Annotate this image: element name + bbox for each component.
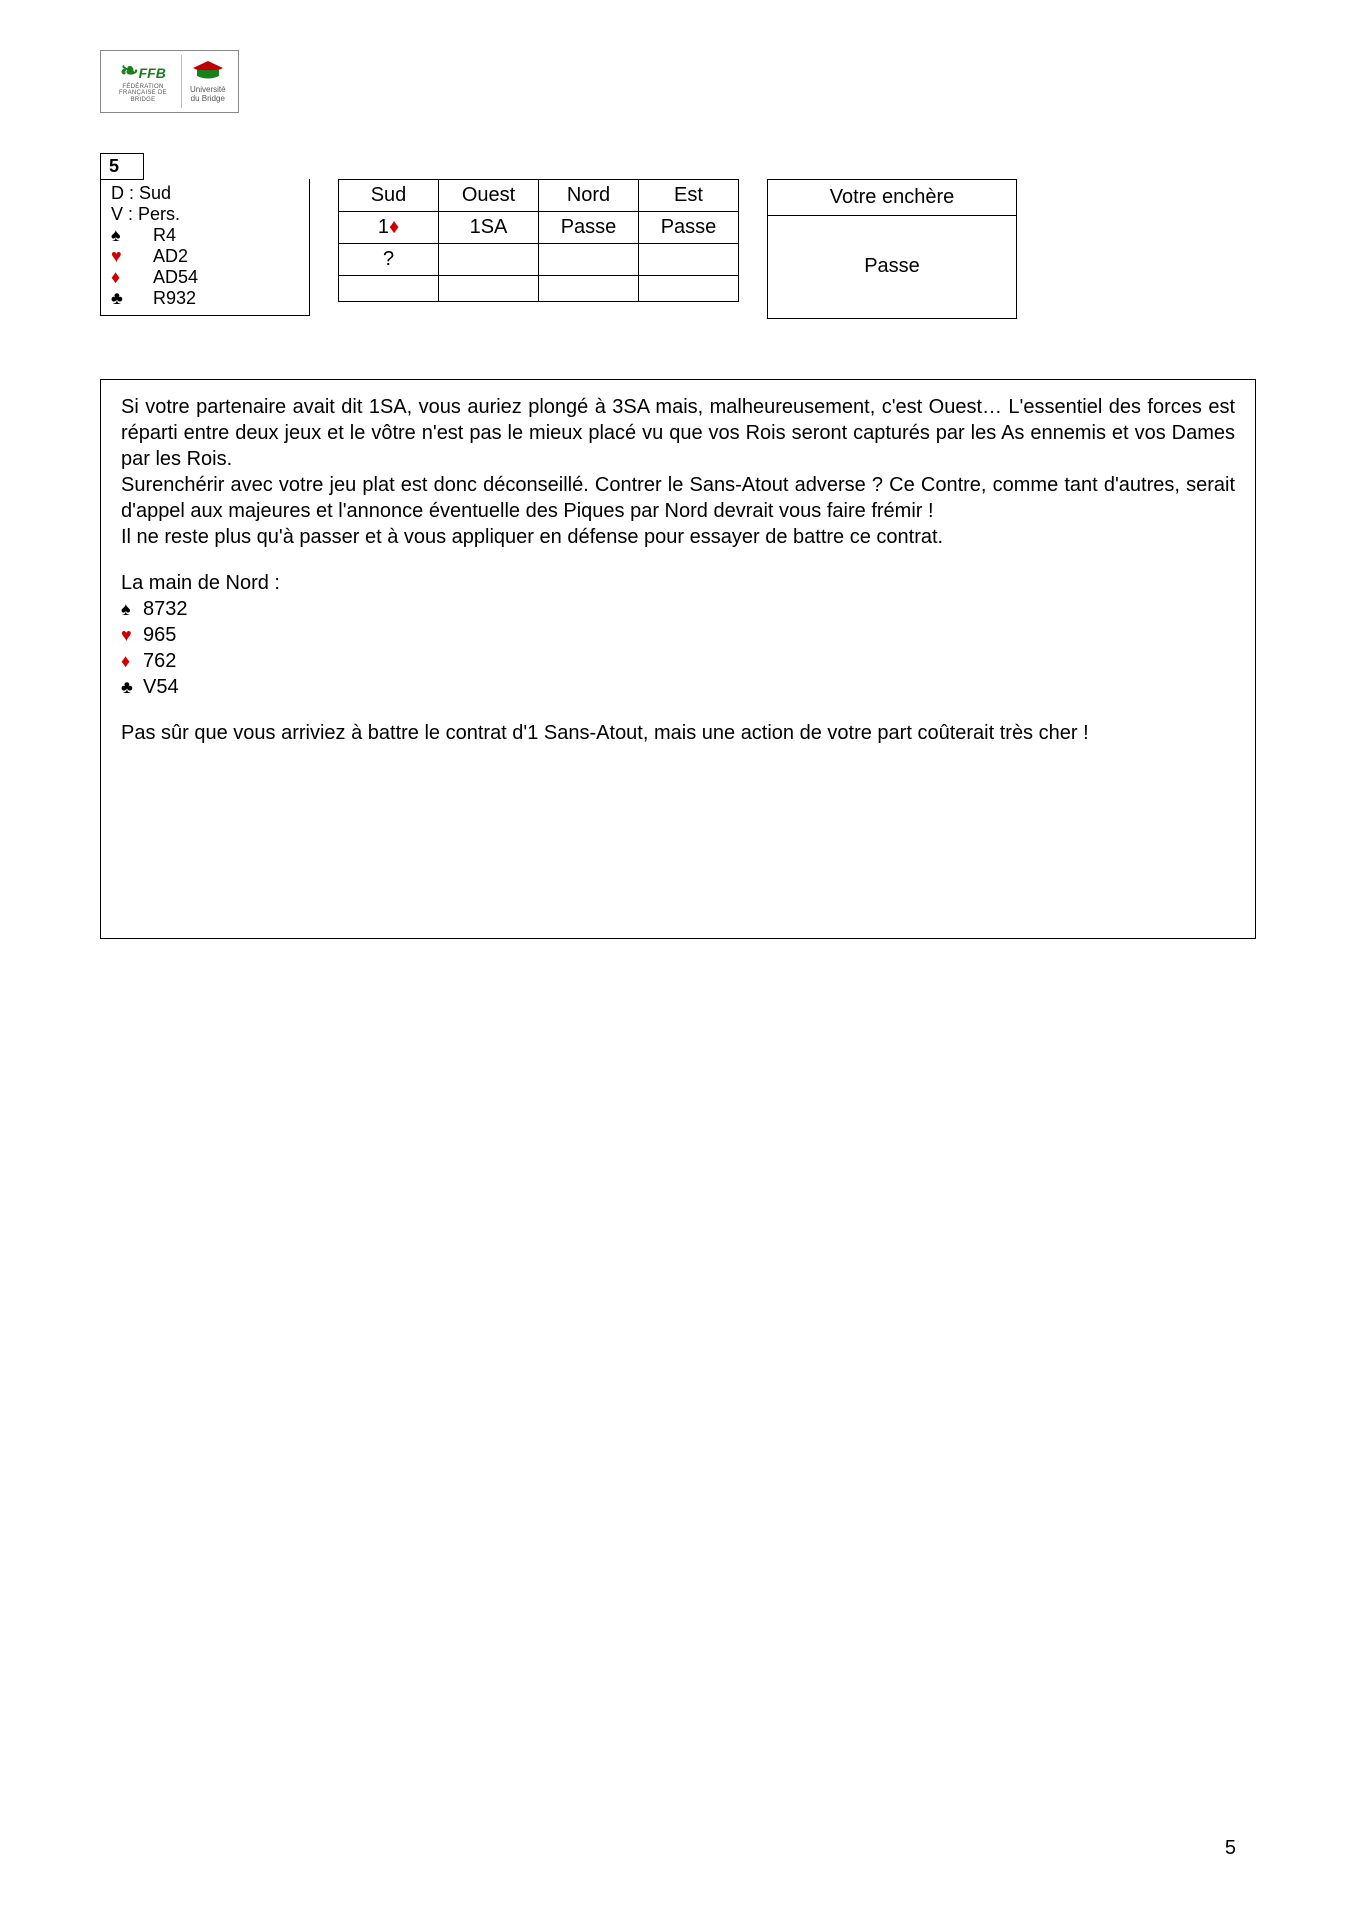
diamond-icon: ♦ (111, 267, 153, 288)
bid-text: 1 (378, 216, 389, 238)
hand-clubs: ♣ R932 (111, 288, 299, 309)
explain-p1: Si votre partenaire avait dit 1SA, vous … (121, 394, 1235, 472)
answer-value: Passe (768, 216, 1016, 318)
deal-number: 5 (100, 153, 144, 180)
hand-diamonds: ♦ AD54 (111, 267, 299, 288)
hand-hearts-cards: AD2 (153, 246, 188, 267)
hand-diamonds-cards: AD54 (153, 267, 198, 288)
bid-nord-1: Passe (539, 211, 639, 243)
nord-hearts-cards: 965 (143, 622, 176, 648)
spade-icon: ♠ (121, 598, 143, 621)
ffb-label: FÉDÉRATION FRANÇAISE DE BRIDGE (113, 84, 173, 104)
bid-est-2 (639, 243, 739, 275)
top-row: 5 D : Sud V : Pers. ♠ R4 ♥ AD2 ♦ AD54 ♣ … (100, 153, 1256, 319)
bid-ouest-1: 1SA (439, 211, 539, 243)
header-est: Est (639, 179, 739, 211)
diamond-icon: ♦ (121, 650, 143, 673)
logo-universite: Université du Bridge (181, 55, 234, 108)
nord-hand: ♠ 8732 ♥ 965 ♦ 762 ♣ V54 (121, 596, 1235, 700)
bidding-row: 1♦ 1SA Passe Passe (339, 211, 739, 243)
heart-icon: ♥ (111, 246, 153, 267)
answer-box: Votre enchère Passe (767, 179, 1017, 319)
deal-box: 5 D : Sud V : Pers. ♠ R4 ♥ AD2 ♦ AD54 ♣ … (100, 153, 310, 316)
explanation-box: Si votre partenaire avait dit 1SA, vous … (100, 379, 1256, 939)
hand-clubs-cards: R932 (153, 288, 196, 309)
nord-label: La main de Nord : (121, 570, 1235, 596)
nord-clubs: ♣ V54 (121, 674, 1235, 700)
deal-body: D : Sud V : Pers. ♠ R4 ♥ AD2 ♦ AD54 ♣ R9… (100, 179, 310, 316)
club-icon: ♣ (111, 288, 153, 309)
hand-hearts: ♥ AD2 (111, 246, 299, 267)
header-sud: Sud (339, 179, 439, 211)
bid-nord-2 (539, 243, 639, 275)
answer-title: Votre enchère (768, 180, 1016, 216)
nord-spades: ♠ 8732 (121, 596, 1235, 622)
nord-diamonds-cards: 762 (143, 648, 176, 674)
bidding-row: ? (339, 243, 739, 275)
bidding-header-row: Sud Ouest Nord Est (339, 179, 739, 211)
nord-spades-cards: 8732 (143, 596, 188, 622)
bidding-row (339, 275, 739, 301)
hand-spades-cards: R4 (153, 225, 176, 246)
vul-line: V : Pers. (111, 204, 299, 225)
explain-p3: Il ne reste plus qu'à passer et à vous a… (121, 524, 1235, 550)
logo-box: ❧FFB FÉDÉRATION FRANÇAISE DE BRIDGE Univ… (100, 50, 239, 113)
nord-clubs-cards: V54 (143, 674, 179, 700)
bid-ouest-2 (439, 243, 539, 275)
spade-icon: ♠ (111, 225, 153, 246)
page-number: 5 (1225, 1837, 1236, 1860)
ub-label2: du Bridge (191, 95, 225, 104)
nord-hearts: ♥ 965 (121, 622, 1235, 648)
logo-ffb: ❧FFB FÉDÉRATION FRANÇAISE DE BRIDGE (105, 55, 181, 107)
header-nord: Nord (539, 179, 639, 211)
tree-icon: ❧FFB (120, 59, 166, 83)
heart-icon: ♥ (121, 624, 143, 647)
club-icon: ♣ (121, 676, 143, 699)
explain-p2: Surenchérir avec votre jeu plat est donc… (121, 472, 1235, 524)
bid-sud-2: ? (339, 243, 439, 275)
dealer-line: D : Sud (111, 183, 299, 204)
graduation-cap-icon (191, 59, 225, 86)
bid-sud-1: 1♦ (339, 211, 439, 243)
nord-diamonds: ♦ 762 (121, 648, 1235, 674)
bid-est-1: Passe (639, 211, 739, 243)
bidding-table: Sud Ouest Nord Est 1♦ 1SA Passe Passe ? (338, 179, 739, 302)
explain-p4: Pas sûr que vous arriviez à battre le co… (121, 720, 1235, 746)
diamond-icon: ♦ (389, 216, 399, 238)
hand-spades: ♠ R4 (111, 225, 299, 246)
header-ouest: Ouest (439, 179, 539, 211)
